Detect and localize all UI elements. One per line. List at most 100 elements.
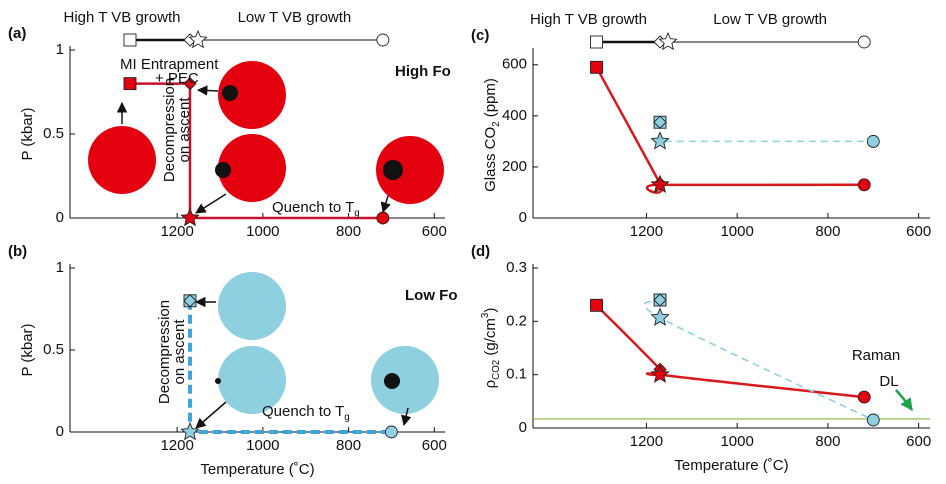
- label-part: Quench to T: [262, 403, 344, 420]
- y-tick-label: 0.1: [506, 366, 527, 383]
- x-tick-label: 1200: [160, 437, 193, 454]
- timeline-marker: [123, 33, 137, 47]
- panel-label: (b): [8, 243, 27, 260]
- annotation: + PEC: [155, 70, 199, 87]
- y-tick-label: 200: [502, 158, 527, 175]
- label-part: 3: [480, 313, 491, 318]
- timeline-marker: [188, 29, 208, 49]
- phase-label: Low T VB growth: [713, 11, 827, 28]
- y-tick-label: 1: [56, 259, 64, 276]
- data-point: [590, 298, 603, 312]
- timeline-marker: [857, 35, 871, 49]
- phase-label: High T VB growth: [63, 9, 180, 26]
- timeline-marker: [590, 35, 603, 49]
- label-part: (g/cm: [482, 318, 499, 360]
- label-part: g: [354, 208, 359, 219]
- data-point: [866, 413, 880, 427]
- label-part: 2: [491, 121, 502, 126]
- annotation: on ascent: [176, 97, 193, 163]
- y-tick-label: 0: [56, 209, 64, 226]
- data-point: [653, 293, 667, 307]
- x-tick-label: 600: [422, 223, 447, 240]
- panel-label: (a): [8, 25, 26, 42]
- x-tick-label: 1200: [630, 433, 663, 450]
- x-tick-label: 1000: [246, 437, 279, 454]
- annotation: Raman: [852, 347, 900, 364]
- y-tick-label: 0: [519, 209, 527, 226]
- label-part: Glass CO: [482, 127, 499, 192]
- data-point: [180, 207, 200, 227]
- data-point: [180, 421, 200, 441]
- y-tick-label: 0.3: [506, 259, 527, 276]
- series-line: [595, 66, 865, 194]
- timeline-marker: [658, 31, 678, 51]
- y-tick-label: 0: [56, 423, 64, 440]
- data-point: [866, 134, 880, 148]
- data-point: [857, 178, 871, 192]
- x-tick-label: 800: [815, 223, 840, 240]
- y-tick-label: 600: [502, 56, 527, 73]
- timeline-marker: [376, 33, 390, 47]
- series-line: [595, 304, 865, 399]
- data-point: [123, 77, 137, 91]
- label-part: Quench to T: [272, 199, 354, 216]
- y-tick-label: 0.2: [506, 312, 527, 329]
- data-point: [650, 131, 670, 150]
- data-point: [653, 115, 667, 129]
- annotation: DL: [879, 373, 898, 390]
- x-tick-label: 1000: [720, 223, 753, 240]
- y-axis-label: ρCO2 (g/cm3): [480, 308, 502, 389]
- panel-label: (c): [471, 27, 489, 44]
- data-point: [183, 76, 197, 91]
- x-tick-label: 600: [906, 433, 931, 450]
- x-tick-label: 1000: [246, 223, 279, 240]
- data-point: [857, 390, 871, 404]
- label-part: ): [482, 308, 499, 313]
- y-tick-label: 0: [519, 419, 527, 436]
- annotation: Decompression: [156, 300, 173, 404]
- label-part: CO2: [491, 360, 502, 380]
- x-tick-label: 600: [422, 437, 447, 454]
- panel-label: (d): [471, 243, 490, 260]
- annotation: Quench to Tg: [262, 403, 350, 423]
- series-line: [643, 297, 874, 421]
- x-tick-label: 1200: [630, 223, 663, 240]
- annotation: High Fo: [395, 63, 451, 80]
- annotation: on ascent: [171, 319, 188, 385]
- y-tick-label: 0.5: [43, 341, 64, 358]
- inclusion-sketches: [88, 61, 444, 414]
- label-part: ρ: [482, 380, 499, 389]
- x-tick-label: 800: [336, 437, 361, 454]
- x-tick-label: 1200: [160, 223, 193, 240]
- annotation: MI Entrapment: [120, 56, 219, 73]
- label-part: g: [344, 412, 349, 423]
- label-part: (ppm): [482, 78, 499, 121]
- x-tick-label: 800: [815, 433, 840, 450]
- data-point: [376, 211, 390, 225]
- data-point: [384, 425, 398, 439]
- data-point: [650, 174, 670, 194]
- y-tick-label: 0.5: [43, 125, 64, 142]
- annotation: Quench to Tg: [272, 199, 360, 219]
- x-axis-label: Temperature (˚C): [200, 461, 314, 478]
- y-axis-label: P (kbar): [19, 107, 36, 160]
- y-tick-label: 400: [502, 107, 527, 124]
- y-axis-label: P (kbar): [19, 323, 36, 376]
- phase-label: High T VB growth: [530, 11, 647, 28]
- x-tick-label: 800: [336, 223, 361, 240]
- x-axis-label: Temperature (˚C): [674, 457, 788, 474]
- series-line: [130, 82, 383, 220]
- data-point: [650, 364, 670, 383]
- x-tick-label: 600: [906, 223, 931, 240]
- arrows: [116, 85, 914, 429]
- data-point: [590, 60, 603, 74]
- phase-label: Low T VB growth: [238, 9, 352, 26]
- annotation: Low Fo: [405, 287, 458, 304]
- data-point: [650, 307, 670, 326]
- y-axis-label: Glass CO2 (ppm): [482, 78, 502, 192]
- y-tick-label: 1: [56, 41, 64, 58]
- data-point: [183, 294, 197, 308]
- series-line: [659, 122, 874, 143]
- annotation: Decompression: [161, 78, 178, 182]
